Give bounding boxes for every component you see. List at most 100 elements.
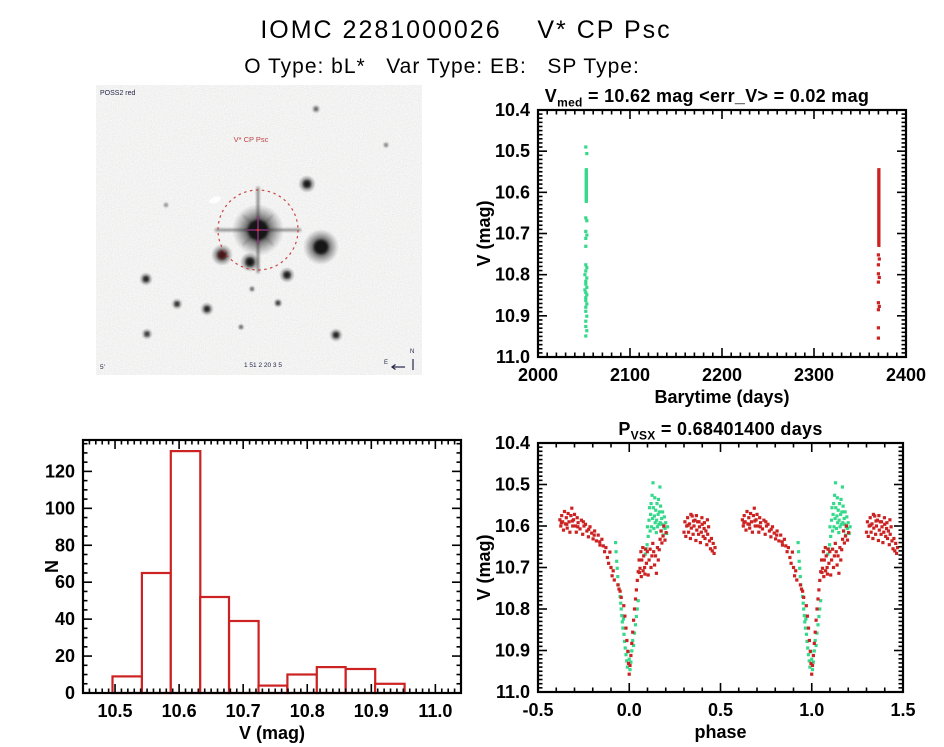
finding-chart-image: POSS2 red V* CP Psc 1 51 2 20 3 5 5' N E (96, 85, 422, 375)
svg-text:1.0: 1.0 (799, 700, 824, 720)
svg-text:10.5: 10.5 (98, 701, 133, 721)
svg-text:0.0: 0.0 (617, 700, 642, 720)
svg-text:-0.5: -0.5 (522, 700, 553, 720)
compass-east-label: E (384, 360, 388, 366)
period-subscript: VSX (630, 428, 656, 443)
histogram-bar (286, 673, 318, 695)
svg-text:10.8: 10.8 (495, 265, 530, 285)
svg-text:V (mag): V (mag) (239, 723, 305, 743)
x-tick-labels: 2000 2100 2200 2300 2400 (518, 365, 926, 385)
svg-text:10.7: 10.7 (495, 558, 530, 578)
svg-text:V (mag): V (mag) (474, 534, 494, 600)
svg-text:40: 40 (55, 609, 75, 629)
histogram-bar (169, 450, 202, 695)
svg-text:10.7: 10.7 (495, 224, 530, 244)
x-tick-labels: -0.5 0.0 0.5 1.0 1.5 (522, 700, 915, 720)
scatter-points-epoch-2-red (558, 506, 900, 676)
barytime-plot: 2000 2100 2200 2300 2400 10.4 10.5 10.6 10.7 10.8… (474, 100, 926, 407)
svg-text:10.8: 10.8 (290, 701, 325, 721)
svg-text:0: 0 (65, 683, 75, 703)
svg-text:10.9: 10.9 (495, 306, 530, 326)
y-tick-labels: 10.4 10.5 10.6 10.7 10.8 10.9 11.0 (495, 100, 530, 367)
field-size-label: 5' (100, 364, 105, 371)
svg-text:0.5: 0.5 (708, 700, 733, 720)
histogram-bar (228, 619, 260, 695)
compass-icon (390, 359, 414, 370)
svg-text:10.5: 10.5 (495, 475, 530, 495)
svg-text:Barytime (days): Barytime (days) (654, 387, 789, 407)
svg-text:10.8: 10.8 (495, 599, 530, 619)
x-tick-labels: 10.5 10.6 10.7 10.8 10.9 11.0 (98, 701, 453, 721)
svg-text:2200: 2200 (702, 365, 742, 385)
field-star (303, 229, 339, 265)
field-star (248, 285, 256, 293)
phase-plot-title: PVSX = 0.68401400 days (538, 419, 903, 443)
y-axis-label: N (42, 560, 62, 573)
phase-folded-plot: -0.5 0.0 0.5 1.0 1.5 10.4 10.5 10.6 10.7 10.8 10.9… (474, 433, 916, 742)
axes (537, 442, 904, 693)
period-symbol: P (618, 419, 631, 439)
histogram-bar (315, 665, 347, 695)
page-subtitle: O Type: bL* Var Type: EB: SP Type: (244, 55, 640, 78)
svg-text:120: 120 (45, 461, 75, 481)
svg-text:10.7: 10.7 (226, 701, 261, 721)
target-circle-marker (217, 189, 299, 271)
field-star (298, 175, 316, 193)
field-star (240, 252, 260, 272)
axes (82, 440, 462, 694)
svg-text:11.0: 11.0 (496, 682, 530, 702)
coordinates-label: 1 51 2 20 3 5 (244, 362, 282, 369)
field-star (311, 104, 321, 114)
compass-north-label: N (410, 349, 414, 355)
page-title: IOMC 2281000026 V* CP Psc (260, 16, 672, 44)
x-axis-label: V (mag) (239, 723, 305, 743)
svg-text:10.6: 10.6 (495, 516, 530, 536)
y-tick-labels: 10.4 10.5 10.6 10.7 10.8 10.9 11.0 (495, 433, 530, 702)
svg-text:100: 100 (45, 498, 75, 518)
svg-text:2100: 2100 (610, 365, 650, 385)
svg-text:80: 80 (55, 535, 75, 555)
field-star (162, 201, 170, 209)
svg-text:60: 60 (55, 572, 75, 592)
svg-text:2300: 2300 (794, 365, 834, 385)
scatter-points-epoch-2-red (876, 168, 881, 340)
svg-text:10.9: 10.9 (495, 641, 530, 661)
target-name-label: V* CP Psc (234, 135, 269, 144)
field-star (237, 323, 245, 331)
plate-defect (209, 196, 221, 204)
barytime-plot-title: Vmed = 10.62 mag <err_V> = 0.02 mag (523, 86, 891, 110)
field-star (141, 328, 153, 340)
svg-text:10.6: 10.6 (162, 701, 197, 721)
histogram-bars (111, 450, 406, 695)
svg-text:1.5: 1.5 (890, 700, 915, 720)
field-star (382, 141, 390, 149)
svg-text:2400: 2400 (886, 365, 926, 385)
svg-text:11.0: 11.0 (418, 701, 452, 721)
svg-text:10.6: 10.6 (495, 182, 530, 202)
plot-frame (536, 108, 908, 359)
svg-text:phase: phase (694, 722, 746, 742)
svg-text:10.4: 10.4 (495, 433, 530, 453)
plot-frame (536, 441, 905, 694)
period-value: = 0.68401400 days (655, 419, 823, 439)
svg-text:2000: 2000 (518, 365, 558, 385)
vmed-subscript: med (557, 95, 583, 110)
svg-text:20: 20 (55, 646, 75, 666)
svg-text:N: N (42, 560, 62, 573)
histogram-bar (199, 595, 231, 695)
svg-text:V (mag): V (mag) (474, 200, 494, 266)
field-star (273, 298, 283, 308)
svg-text:10.5: 10.5 (495, 141, 530, 161)
y-axis-label: V (mag) (474, 200, 494, 266)
vmed-symbol: V (544, 86, 558, 106)
svg-text:10.9: 10.9 (354, 701, 389, 721)
x-axis-label: Barytime (days) (654, 387, 789, 407)
magnitude-histogram: 10.5 10.6 10.7 10.8 10.9 11.0 0 20 40 60 80 100 120 V… (42, 438, 463, 743)
field-star (139, 272, 153, 286)
y-tick-labels: 0 20 40 60 80 100 120 (45, 461, 75, 703)
field-star (171, 298, 183, 310)
field-star (211, 244, 233, 266)
target-crosshair (247, 216, 269, 244)
